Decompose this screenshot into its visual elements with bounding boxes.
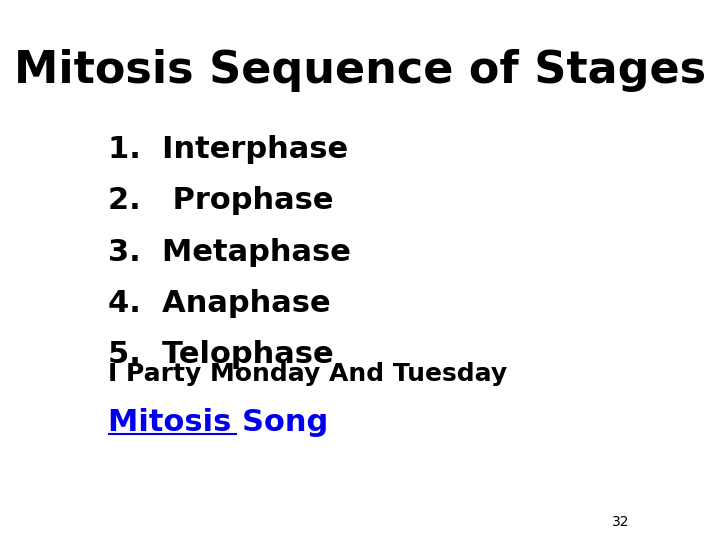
Text: 4.  Anaphase: 4. Anaphase [108,289,330,318]
Text: 1.  Interphase: 1. Interphase [108,135,348,164]
Text: Mitosis Sequence of Stages: Mitosis Sequence of Stages [14,49,706,92]
Text: 32: 32 [612,515,629,529]
Text: Mitosis Song: Mitosis Song [108,408,328,437]
Text: 3.  Metaphase: 3. Metaphase [108,238,351,267]
Text: 5.  Telophase: 5. Telophase [108,340,333,369]
Text: 2.   Prophase: 2. Prophase [108,186,333,215]
Text: I Party Monday And Tuesday: I Party Monday And Tuesday [108,362,507,386]
